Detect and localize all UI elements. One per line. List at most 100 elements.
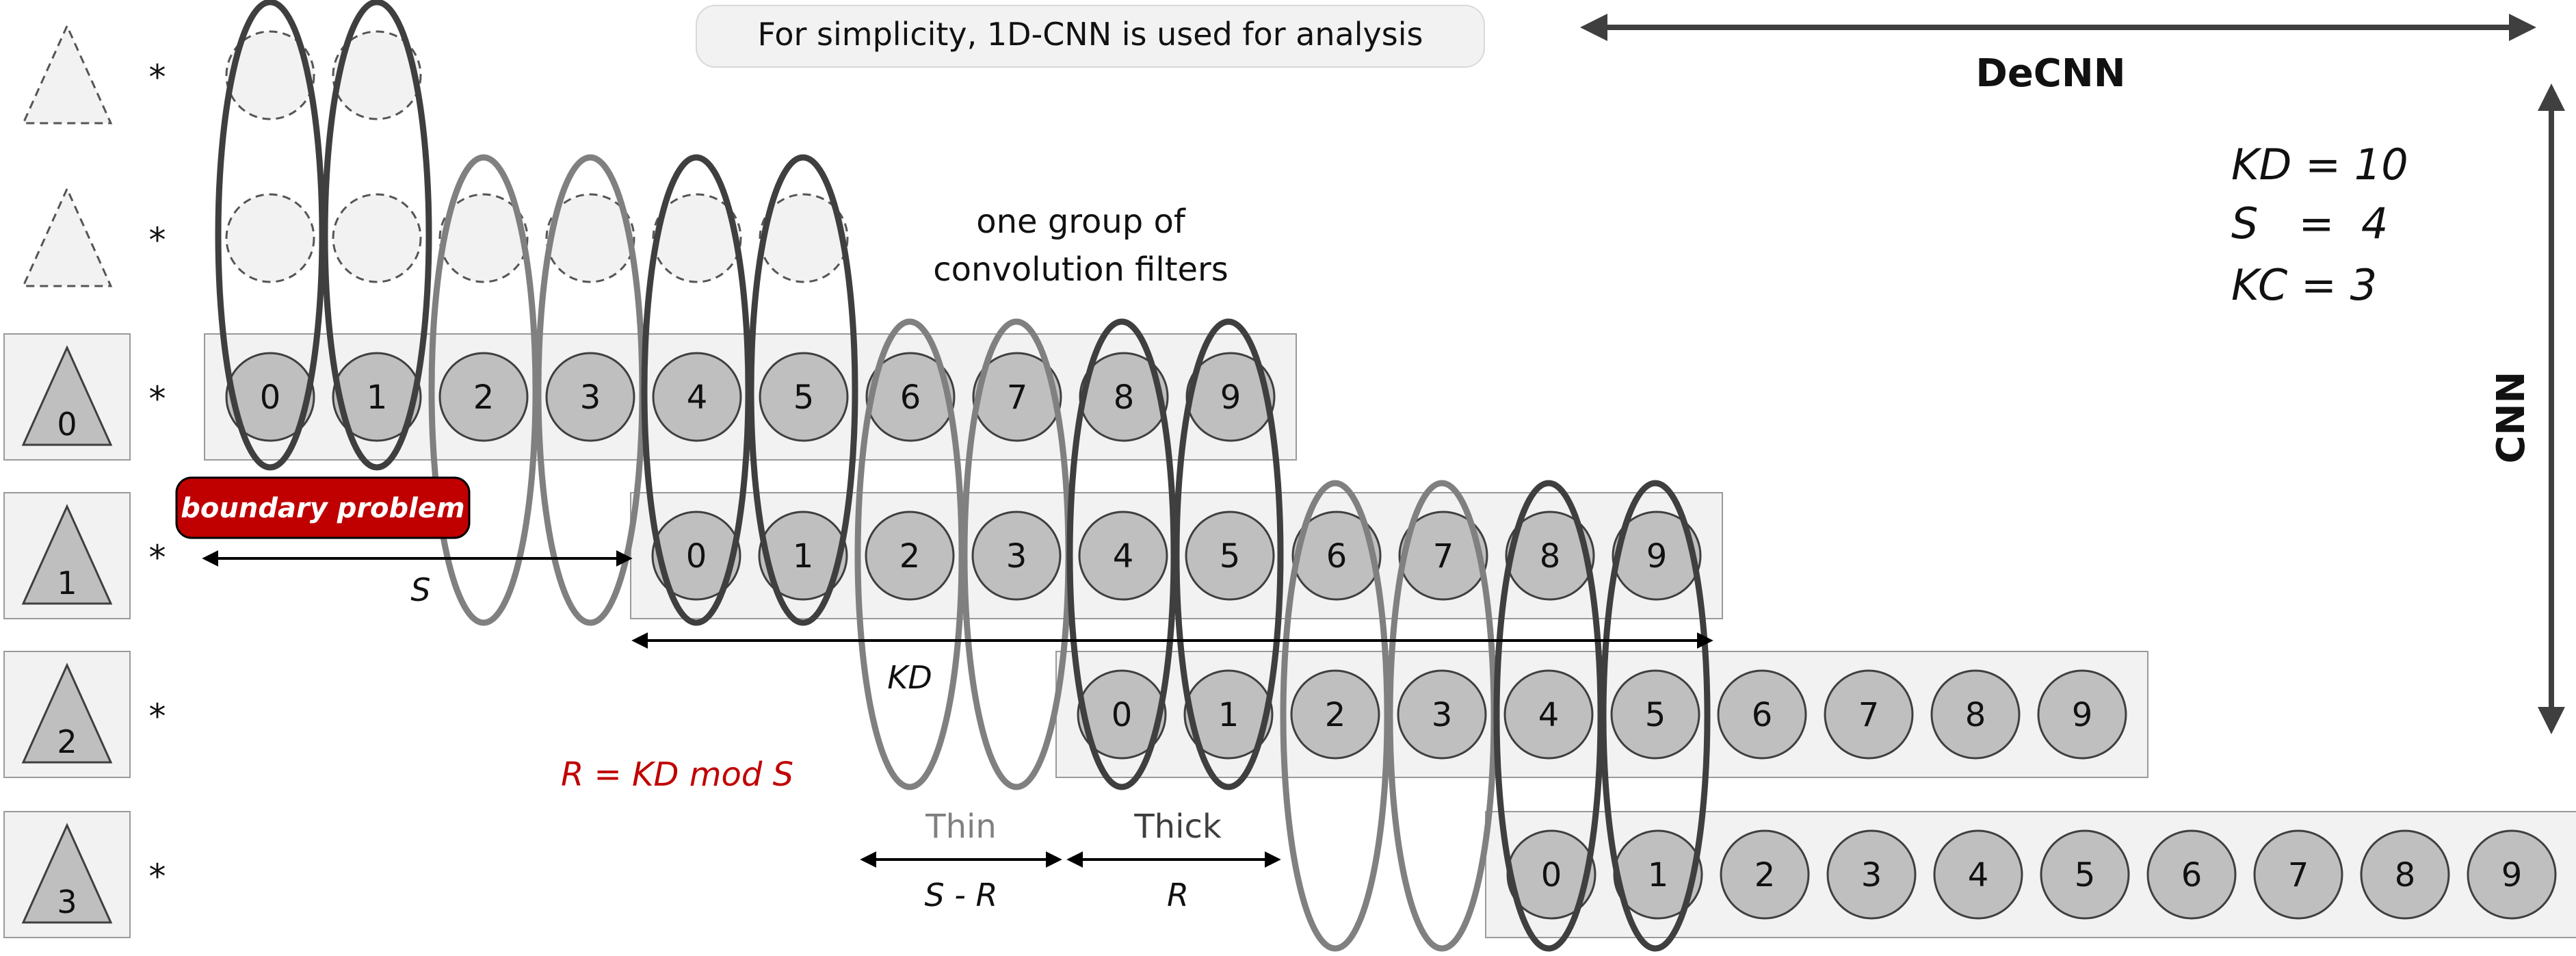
- cell-circle: [332, 30, 422, 120]
- cell-value: 5: [793, 378, 815, 417]
- cell-circle: [1930, 669, 2021, 760]
- cell-circle: [2040, 829, 2130, 920]
- operator-symbol: *: [149, 57, 166, 97]
- cell-value: 7: [2288, 856, 2309, 894]
- cell-circle: [1610, 669, 1700, 760]
- cell-circle: [1717, 669, 1807, 760]
- cell-value: 3: [1861, 856, 1882, 894]
- note-text: For simplicity, 1D-CNN is used for analy…: [758, 16, 1423, 53]
- cell-circle: [2467, 829, 2557, 920]
- cell-circle: [225, 30, 315, 120]
- cell-circle: [1077, 669, 1167, 760]
- cell-value: 2: [473, 378, 495, 417]
- thick-filter-ring: [1600, 480, 1711, 952]
- cell-circle: [1185, 352, 1276, 442]
- row-label: 0: [57, 406, 77, 443]
- boundary-text: boundary problem: [181, 493, 464, 524]
- cell-value: 7: [1433, 537, 1454, 576]
- s-minus-r-label: S - R: [924, 877, 997, 914]
- operator-symbol: *: [149, 379, 166, 419]
- triangle-icon: [21, 186, 113, 287]
- cell-value: 5: [1220, 537, 1241, 576]
- cell-value: 1: [793, 537, 814, 576]
- cell-circle: [1612, 511, 1702, 601]
- cell-value: 9: [2072, 696, 2093, 734]
- thick-filter-ring: [321, 0, 432, 471]
- cell-value: 6: [1326, 537, 1348, 576]
- triangle-icon: [21, 662, 113, 764]
- cell-value: 7: [1858, 696, 1880, 734]
- cell-value: 0: [686, 537, 707, 576]
- cell-value: 1: [1648, 856, 1669, 894]
- kd-label: KD: [887, 659, 932, 696]
- cell-circle: [759, 352, 849, 442]
- cell-value: 3: [1006, 537, 1027, 576]
- triangle-icon: [21, 504, 113, 605]
- group-label-line2: convolution filters: [933, 250, 1228, 289]
- operator-symbol: *: [149, 220, 166, 260]
- cell-circle: [2360, 829, 2450, 920]
- operator-symbol: *: [149, 538, 166, 578]
- cell-circle: [545, 193, 635, 283]
- cell-value: 2: [1325, 696, 1346, 734]
- filter-rings: [215, 0, 1711, 952]
- cell-circle: [332, 352, 422, 442]
- cell-circle: [2146, 829, 2237, 920]
- thin-label: Thin: [925, 808, 997, 846]
- operator-symbol: *: [149, 857, 166, 896]
- cell-value: 6: [1752, 696, 1773, 734]
- cell-circle: [1720, 829, 1810, 920]
- cell-value: 8: [1114, 378, 1135, 417]
- cell-circle: [1824, 669, 1914, 760]
- param-s: S = 4: [2231, 198, 2388, 248]
- cell-circle: [652, 193, 742, 283]
- cell-value: 0: [260, 378, 281, 417]
- param-kc: KC = 3: [2231, 260, 2377, 310]
- cell-circle: [1505, 511, 1595, 601]
- cell-circle: [865, 511, 955, 601]
- cell-circle: [1398, 511, 1488, 601]
- row-label: 1: [57, 565, 77, 602]
- cell-value: 8: [1965, 696, 1986, 734]
- cell-circle: [1078, 511, 1168, 601]
- cell-value: 8: [2395, 856, 2416, 894]
- group-label-line1: one group of: [976, 203, 1186, 241]
- cell-value: 6: [900, 378, 921, 417]
- cell-value: 2: [899, 537, 921, 576]
- decnn-label: DeCNN: [1975, 51, 2125, 96]
- thick-label: Thick: [1133, 808, 1221, 846]
- cell-circle: [1079, 352, 1169, 442]
- thick-filter-ring: [748, 154, 858, 626]
- cell-value: 6: [2181, 856, 2203, 894]
- cell-value: 8: [1540, 537, 1561, 576]
- triangle-icon: [21, 23, 113, 125]
- row-label: 2: [57, 723, 77, 760]
- cell-value: 4: [687, 378, 708, 417]
- operator-symbol: *: [149, 697, 166, 736]
- cell-circle: [758, 511, 848, 601]
- note-box: [696, 5, 1485, 68]
- cell-value: 4: [1538, 696, 1560, 734]
- triangle-icon: [21, 345, 113, 446]
- cell-value: 4: [1113, 537, 1134, 576]
- cell-circle: [1185, 511, 1275, 601]
- cell-value: 7: [1007, 378, 1028, 417]
- cell-value: 9: [1220, 378, 1241, 417]
- cell-circle: [225, 352, 315, 442]
- cell-circle: [1503, 669, 1594, 760]
- r-label: R: [1167, 877, 1189, 914]
- cell-circle: [759, 193, 849, 283]
- cell-value: 1: [1218, 696, 1239, 734]
- cell-value: 0: [1541, 856, 1562, 894]
- s-label: S: [410, 571, 430, 608]
- cell-value: 0: [1112, 696, 1133, 734]
- param-kd: KD = 10: [2231, 140, 2408, 190]
- cnn-label: CNN: [2489, 372, 2534, 464]
- cell-value: 5: [1645, 696, 1666, 734]
- cell-value: 4: [1968, 856, 1989, 894]
- cell-value: 1: [367, 378, 388, 417]
- cell-circle: [2253, 829, 2343, 920]
- cell-circle: [651, 511, 741, 601]
- cell-circle: [1397, 669, 1487, 760]
